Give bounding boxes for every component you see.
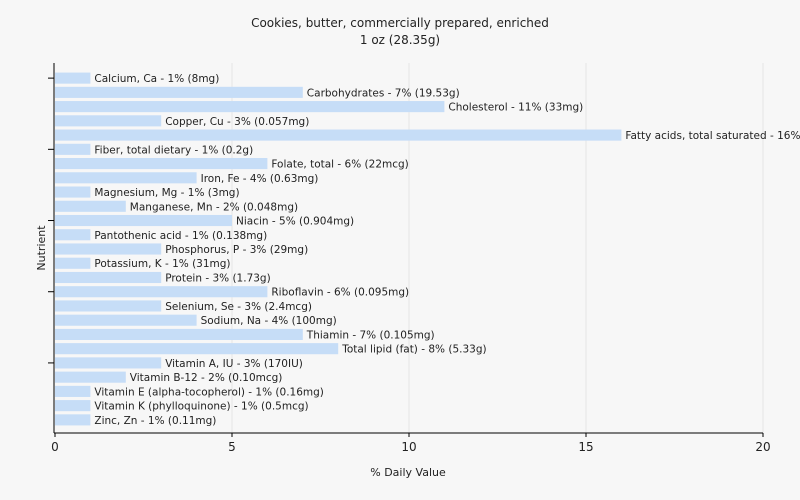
bar-data-label: Folate, total - 6% (22mcg) <box>271 159 408 171</box>
bar <box>55 257 91 269</box>
bar <box>55 314 197 326</box>
bar-data-label: Copper, Cu - 3% (0.057mg) <box>165 116 309 128</box>
bar <box>55 214 232 227</box>
bar <box>55 115 162 127</box>
bar-data-label: Calcium, Ca - 1% (8mg) <box>94 73 219 85</box>
axes: 0 5 10 15 20 <box>48 63 771 454</box>
bar-data-label: Niacin - 5% (0.904mg) <box>236 216 354 228</box>
gridlines <box>231 63 764 433</box>
bar <box>55 357 162 369</box>
bar <box>55 371 126 383</box>
bar-data-label: Cholesterol - 11% (33mg) <box>448 102 583 114</box>
bar <box>55 72 91 84</box>
bar-data-label: Magnesium, Mg - 1% (3mg) <box>94 187 239 199</box>
bars: Calcium, Ca - 1% (8mg) Carbohydrates - 7%… <box>55 72 800 427</box>
bar-data-label: Selenium, Se - 3% (2.4mcg) <box>165 301 312 313</box>
x-tick-label: 10 <box>401 440 416 454</box>
bar <box>55 343 339 355</box>
bar-data-label: Potassium, K - 1% (31mg) <box>94 258 230 270</box>
chart-subtitle: 1 oz (28.35g) <box>360 33 440 47</box>
bar <box>55 300 162 312</box>
bar <box>55 414 91 426</box>
bar-data-label: Pantothenic acid - 1% (0.138mg) <box>94 230 267 242</box>
bar <box>55 129 622 141</box>
bar-data-label: Vitamin A, IU - 3% (170IU) <box>165 358 303 370</box>
bar-data-label: Zinc, Zn - 1% (0.11mg) <box>94 415 216 427</box>
bar-data-label: Riboflavin - 6% (0.095mg) <box>271 287 409 299</box>
x-axis-label: % Daily Value <box>370 466 446 479</box>
bar-data-label: Iron, Fe - 4% (0.63mg) <box>201 173 319 185</box>
x-tick-label: 5 <box>228 440 236 454</box>
bar-data-label: Fiber, total dietary - 1% (0.2g) <box>94 144 253 156</box>
bar-data-label: Protein - 3% (1.73g) <box>165 272 271 284</box>
bar <box>55 200 126 212</box>
bar <box>55 86 303 98</box>
bar <box>55 271 162 284</box>
bar <box>55 328 303 340</box>
y-axis-label: Nutrient <box>35 225 48 271</box>
chart-title: Cookies, butter, commercially prepared, … <box>251 16 549 30</box>
bar-data-label: Vitamin B-12 - 2% (0.10mcg) <box>130 372 283 384</box>
bar <box>55 101 445 113</box>
bar-data-label: Manganese, Mn - 2% (0.048mg) <box>130 201 298 213</box>
x-tick-label: 20 <box>755 440 770 454</box>
bar <box>55 243 162 255</box>
bar-data-label: Sodium, Na - 4% (100mg) <box>201 315 337 327</box>
bar <box>55 385 91 397</box>
bar-data-label: Vitamin K (phylloquinone) - 1% (0.5mcg) <box>94 401 308 413</box>
bar-data-label: Phosphorus, P - 3% (29mg) <box>165 244 308 256</box>
bar <box>55 229 91 241</box>
bar-data-label: Total lipid (fat) - 8% (5.33g) <box>341 344 486 356</box>
bar <box>55 172 197 184</box>
bar <box>55 400 91 412</box>
bar-data-label: Vitamin E (alpha-tocopherol) - 1% (0.16m… <box>94 386 324 398</box>
bar <box>55 143 91 155</box>
bar <box>55 186 91 198</box>
bar <box>55 286 268 298</box>
x-tick-label: 15 <box>578 440 593 454</box>
bar-data-label: Thiamin - 7% (0.105mg) <box>306 329 435 341</box>
x-tick-label: 0 <box>51 440 59 454</box>
bar <box>55 158 268 170</box>
bar-data-label: Fatty acids, total saturated - 16% (3.13… <box>625 130 800 142</box>
bar-data-label: Carbohydrates - 7% (19.53g) <box>307 87 460 99</box>
